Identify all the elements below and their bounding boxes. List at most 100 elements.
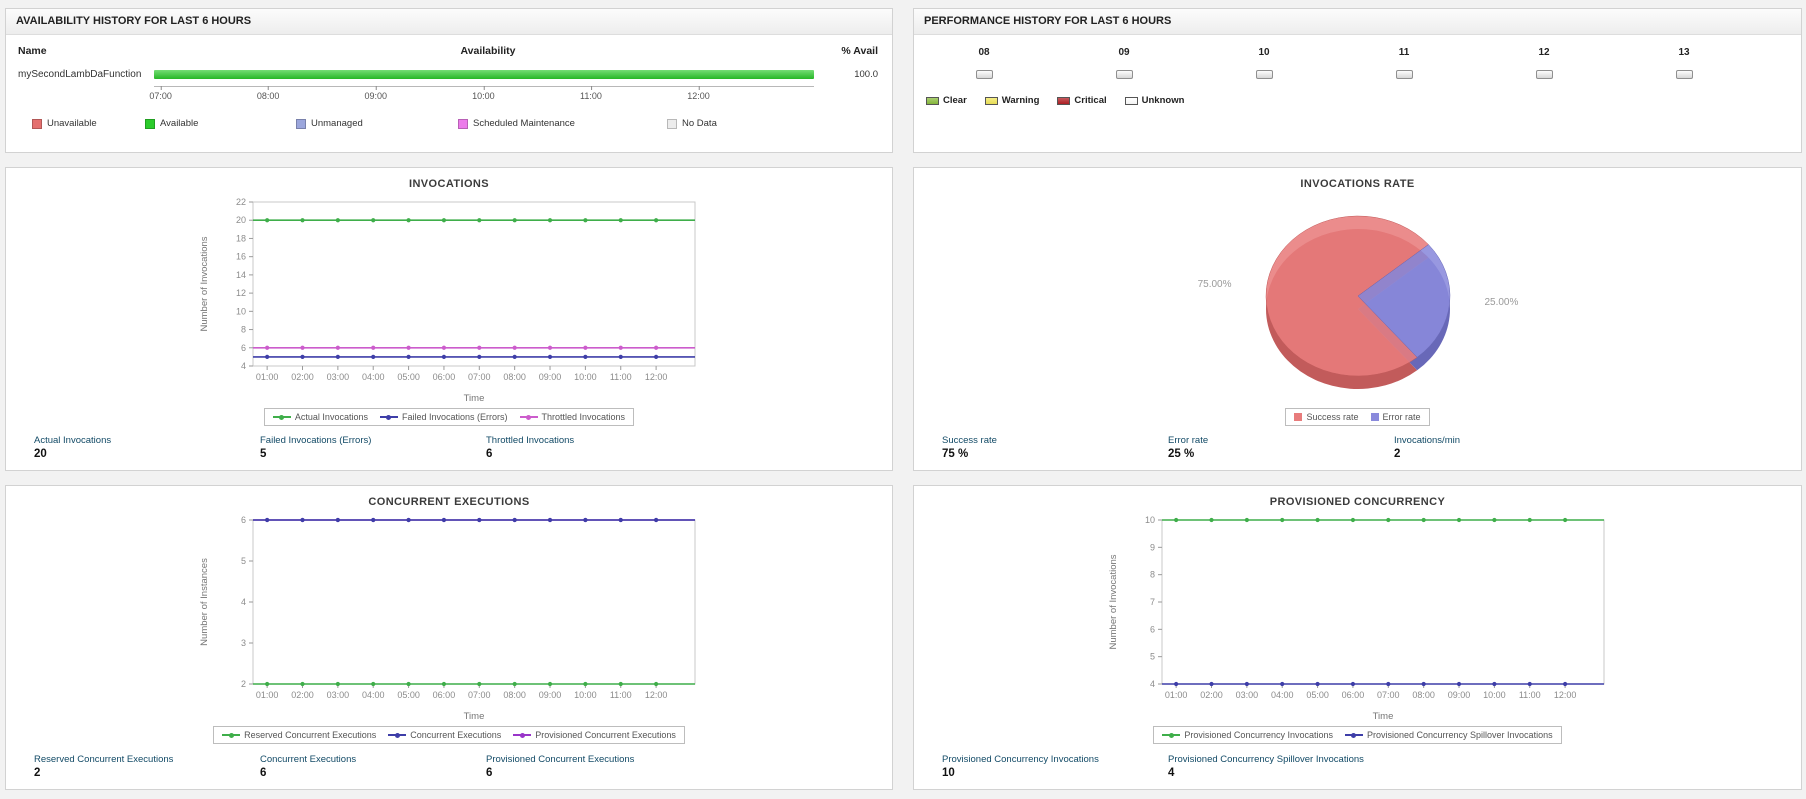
legend-item-available: Available bbox=[145, 118, 296, 129]
svg-text:3: 3 bbox=[241, 638, 246, 648]
hour-label: 12 bbox=[1538, 47, 1550, 58]
legend-label: Provisioned Concurrency Invocations bbox=[1184, 730, 1333, 740]
svg-text:7: 7 bbox=[1149, 597, 1154, 607]
svg-text:07:00: 07:00 bbox=[1377, 690, 1400, 700]
svg-text:05:00: 05:00 bbox=[397, 690, 420, 700]
availability-bar[interactable] bbox=[154, 70, 814, 79]
time-tick: 10:00 bbox=[472, 86, 495, 101]
stat-label: Throttled Invocations bbox=[486, 435, 575, 446]
availability-percent-value: 100.0 bbox=[854, 69, 878, 80]
legend-item: Reserved Concurrent Executions bbox=[222, 730, 376, 740]
legend-label: Unknown bbox=[1141, 95, 1185, 106]
invocations-rate-chart-title: INVOCATIONS RATE bbox=[1300, 178, 1415, 190]
svg-text:10: 10 bbox=[236, 306, 246, 316]
svg-text:Number of Instances: Number of Instances bbox=[199, 558, 210, 646]
hour-status-bar-icon[interactable] bbox=[1675, 70, 1693, 79]
svg-text:10:00: 10:00 bbox=[574, 372, 597, 382]
availability-panel-header: AVAILABILITY HISTORY FOR LAST 6 HOURS bbox=[6, 9, 892, 35]
legend-item-no-data: No Data bbox=[667, 118, 892, 129]
legend-item: Throttled Invocations bbox=[519, 412, 625, 422]
svg-text:09:00: 09:00 bbox=[539, 690, 562, 700]
time-tick: 11:00 bbox=[579, 86, 602, 101]
stat-label: Actual Invocations bbox=[34, 435, 112, 446]
hour-status-bar-icon[interactable] bbox=[975, 70, 993, 79]
invocations-rate-pie-chart: 75.00% 25.00% bbox=[1197, 215, 1518, 389]
legend-label: Actual Invocations bbox=[294, 412, 368, 422]
unmanaged-swatch-icon bbox=[296, 118, 306, 129]
svg-text:4: 4 bbox=[1149, 679, 1154, 689]
legend-label: Provisioned Concurrent Executions bbox=[535, 730, 676, 740]
stat-label: Provisioned Concurrency Spillover Invoca… bbox=[1168, 754, 1364, 765]
svg-text:06:00: 06:00 bbox=[433, 372, 456, 382]
legend-label: Success rate bbox=[1306, 412, 1359, 422]
stat-value: 6 bbox=[486, 767, 493, 779]
concurrent-executions-chart-title: CONCURRENT EXECUTIONS bbox=[368, 496, 530, 508]
provisioned-concurrency-line-chart: 4 5 6 7 8 9 10 01:00 02:00 03:00 04:00 05:00 06:00 07… bbox=[1108, 515, 1604, 722]
svg-text:04:00: 04:00 bbox=[1270, 690, 1293, 700]
hour-status-bar-icon[interactable] bbox=[1395, 70, 1413, 79]
svg-text:05:00: 05:00 bbox=[397, 372, 420, 382]
legend-item: Provisioned Concurrent Executions bbox=[513, 730, 676, 740]
svg-text:75.00%: 75.00% bbox=[1197, 279, 1231, 290]
stat-value: 6 bbox=[486, 448, 493, 460]
provisioned-concurrency-stats: Provisioned Concurrency Invocations 10 P… bbox=[914, 754, 1801, 789]
svg-text:06:00: 06:00 bbox=[1341, 690, 1364, 700]
availability-row: mySecondLambDaFunction 100.0 bbox=[6, 69, 892, 80]
svg-text:22: 22 bbox=[236, 197, 246, 207]
hour-cell: 12 bbox=[1474, 47, 1614, 79]
legend-label: Unavailable bbox=[47, 118, 97, 129]
svg-text:10: 10 bbox=[1144, 515, 1154, 525]
stat-label: Reserved Concurrent Executions bbox=[34, 754, 174, 765]
col-percent: % Avail bbox=[841, 45, 878, 57]
svg-text:12: 12 bbox=[236, 288, 246, 298]
svg-text:01:00: 01:00 bbox=[256, 372, 279, 382]
availability-legend: Unavailable Available Unmanaged Schedule… bbox=[6, 118, 892, 129]
stat-value: 4 bbox=[1168, 767, 1175, 779]
stat-item: Provisioned Concurrent Executions 6 bbox=[486, 754, 712, 779]
unknown-swatch-icon bbox=[1124, 96, 1138, 105]
svg-text:5: 5 bbox=[241, 556, 246, 566]
svg-text:6: 6 bbox=[1149, 624, 1154, 634]
legend-line-icon bbox=[388, 732, 407, 738]
svg-text:11:00: 11:00 bbox=[610, 372, 632, 382]
stat-item: Actual Invocations 20 bbox=[34, 435, 260, 460]
legend-item-warning: Warning bbox=[984, 95, 1039, 106]
concurrent-executions-panel: CONCURRENT EXECUTIONS 2 3 4 5 6 01:00 02:00 03:… bbox=[5, 485, 893, 790]
legend-swatch-icon bbox=[1370, 413, 1379, 421]
availability-panel-title: AVAILABILITY HISTORY FOR LAST 6 HOURS bbox=[16, 15, 252, 27]
svg-text:20: 20 bbox=[236, 215, 246, 225]
legend-item-scheduled-maintenance: Scheduled Maintenance bbox=[458, 118, 667, 129]
invocations-rate-stats: Success rate 75 % Error rate 25 % Invoca… bbox=[914, 435, 1801, 470]
stat-label: Error rate bbox=[1168, 435, 1209, 446]
hour-cell: 13 bbox=[1614, 47, 1754, 79]
hour-label: 09 bbox=[1118, 47, 1130, 58]
svg-text:07:00: 07:00 bbox=[468, 372, 491, 382]
performance-panel-title: PERFORMANCE HISTORY FOR LAST 6 HOURS bbox=[924, 15, 1172, 27]
performance-hours-row: 08 09 10 11 12 13 bbox=[914, 47, 1801, 79]
legend-item: Success rate bbox=[1294, 412, 1359, 422]
svg-text:03:00: 03:00 bbox=[327, 372, 350, 382]
hour-status-bar-icon[interactable] bbox=[1115, 70, 1133, 79]
hour-cell: 10 bbox=[1194, 47, 1334, 79]
hour-status-bar-icon[interactable] bbox=[1255, 70, 1273, 79]
invocations-stats: Actual Invocations 20 Failed Invocations… bbox=[6, 435, 892, 470]
time-tick: 07:00 bbox=[149, 86, 172, 101]
svg-text:08:00: 08:00 bbox=[503, 372, 526, 382]
legend-label: Critical bbox=[1074, 95, 1107, 106]
legend-line-icon bbox=[513, 732, 532, 738]
svg-text:02:00: 02:00 bbox=[1200, 690, 1223, 700]
hour-label: 11 bbox=[1398, 47, 1410, 58]
stat-value: 25 % bbox=[1168, 448, 1195, 460]
monitor-name-link[interactable]: mySecondLambDaFunction bbox=[18, 69, 142, 80]
stat-label: Failed Invocations (Errors) bbox=[260, 435, 372, 446]
legend-label: Provisioned Concurrency Spillover Invoca… bbox=[1366, 730, 1553, 740]
hour-status-bar-icon[interactable] bbox=[1535, 70, 1553, 79]
legend-item: Error rate bbox=[1370, 412, 1421, 422]
concurrent-executions-line-chart: 2 3 4 5 6 01:00 02:00 03:00 04:00 05:00 06:00 07:00… bbox=[199, 515, 696, 722]
critical-swatch-icon bbox=[1057, 96, 1071, 105]
svg-text:08:00: 08:00 bbox=[503, 690, 526, 700]
warning-swatch-icon bbox=[984, 96, 998, 105]
legend-label: Concurrent Executions bbox=[410, 730, 502, 740]
legend-item-unknown: Unknown bbox=[1124, 95, 1185, 106]
